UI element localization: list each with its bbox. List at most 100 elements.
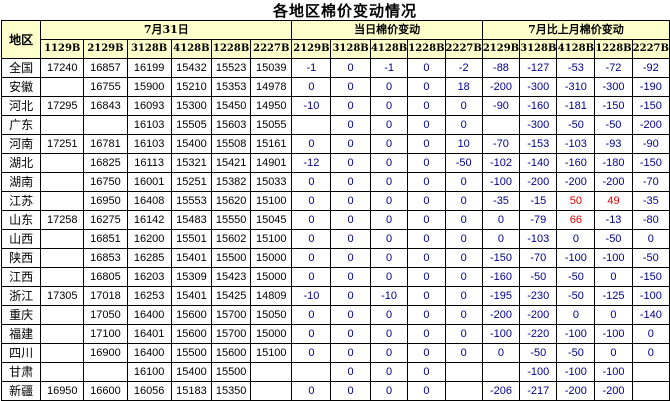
monthly-cell: -300 bbox=[594, 77, 633, 97]
daily-cell: 0 bbox=[330, 267, 371, 287]
daily-cell: 0 bbox=[444, 172, 483, 192]
price-cell: 15700 bbox=[211, 324, 252, 344]
monthly-cell: -50 bbox=[556, 115, 596, 135]
monthly-cell: -200 bbox=[519, 305, 558, 325]
price-cell: 16857 bbox=[83, 58, 128, 78]
daily-cell: 0 bbox=[291, 381, 332, 401]
price-cell: 15000 bbox=[250, 267, 293, 287]
daily-cell: 0 bbox=[444, 229, 483, 249]
daily-cell: 0 bbox=[444, 286, 483, 306]
price-cell bbox=[40, 362, 85, 382]
daily-cell: 0 bbox=[444, 191, 483, 211]
monthly-cell: -50 bbox=[556, 267, 596, 287]
region-cell: 全国 bbox=[0, 58, 42, 78]
monthly-col-header-2227B: 2227B bbox=[631, 39, 670, 59]
daily-cell: 0 bbox=[444, 324, 483, 344]
daily-cell: 0 bbox=[407, 381, 446, 401]
daily-cell: -1 bbox=[369, 58, 409, 78]
price-cell: 15432 bbox=[170, 58, 213, 78]
monthly-cell: 0 bbox=[481, 343, 521, 363]
monthly-cell: 0 bbox=[481, 229, 521, 249]
price-cell: 17018 bbox=[83, 286, 128, 306]
region-cell: 广东 bbox=[0, 115, 42, 135]
price-cell: 16093 bbox=[126, 96, 172, 116]
monthly-cell: 0 bbox=[594, 267, 633, 287]
price-group-header: 7月31日 bbox=[40, 20, 293, 40]
table-row: 福建 17100 16401 15600 15700 15000 0 0 0 0 0 -100 -220… bbox=[0, 324, 670, 344]
monthly-cell: -100 bbox=[631, 286, 670, 306]
price-cell: 15033 bbox=[250, 172, 293, 192]
monthly-cell: -90 bbox=[481, 96, 521, 116]
region-cell: 湖北 bbox=[0, 153, 42, 173]
price-cell: 16750 bbox=[83, 172, 128, 192]
monthly-cell: -160 bbox=[519, 96, 558, 116]
monthly-cell bbox=[631, 381, 670, 401]
price-cell: 15603 bbox=[211, 115, 252, 135]
price-cell: 16285 bbox=[126, 248, 172, 268]
price-cell bbox=[40, 153, 85, 173]
price-cell: 15900 bbox=[126, 77, 172, 97]
price-cell: 15600 bbox=[211, 343, 252, 363]
price-cell: 17100 bbox=[83, 324, 128, 344]
daily-cell: 0 bbox=[330, 134, 371, 154]
table-row: 山东 17258 16275 16142 15483 15550 15045 0 0 0 0 0 0 -7… bbox=[0, 210, 670, 230]
price-cell: 15100 bbox=[250, 229, 293, 249]
monthly-cell: -103 bbox=[556, 134, 596, 154]
monthly-cell: -35 bbox=[631, 191, 670, 211]
price-cell: 15553 bbox=[170, 191, 213, 211]
monthly-cell: -200 bbox=[594, 172, 633, 192]
price-cell bbox=[83, 115, 128, 135]
price-cell: 16056 bbox=[126, 381, 172, 401]
daily-cell: 0 bbox=[291, 210, 332, 230]
region-cell: 安徽 bbox=[0, 77, 42, 97]
monthly-cell: -100 bbox=[594, 324, 633, 344]
daily-cell: 0 bbox=[291, 134, 332, 154]
monthly-cell: -220 bbox=[519, 324, 558, 344]
daily-cell: 0 bbox=[407, 172, 446, 192]
daily-cell: -12 bbox=[291, 153, 332, 173]
region-cell: 甘肃 bbox=[0, 362, 42, 382]
daily-cell: 0 bbox=[444, 343, 483, 363]
price-cell: 15350 bbox=[211, 381, 252, 401]
table-row: 新疆 16950 16600 16056 15183 15350 0 0 0 0 -206 -217-… bbox=[0, 381, 670, 401]
monthly-cell: -92 bbox=[631, 58, 670, 78]
monthly-cell: -50 bbox=[556, 286, 596, 306]
daily-cell bbox=[444, 362, 483, 382]
daily-cell: 0 bbox=[330, 96, 371, 116]
daily-cell: 0 bbox=[369, 381, 409, 401]
daily-cell: 0 bbox=[407, 77, 446, 97]
table-row: 全国 17240 16857 16199 15432 15523 15039 -1 0 -1 0 -2… bbox=[0, 58, 670, 78]
price-cell: 15300 bbox=[170, 96, 213, 116]
daily-cell: 0 bbox=[407, 153, 446, 173]
header-group-row: 地区 7月31日 当日棉价变动 7月比上月棉价变动 bbox=[0, 20, 670, 59]
daily-cell: 0 bbox=[444, 115, 483, 135]
table-row: 山西 16851 16200 15501 15602 15100 0 0 0 0 0 0 -103 0 -5… bbox=[0, 229, 670, 249]
monthly-change-group-header: 7月比上月棉价变动 bbox=[481, 20, 670, 40]
price-cell: 14901 bbox=[250, 153, 293, 173]
daily-cell: 0 bbox=[330, 286, 371, 306]
daily-cell: 18 bbox=[444, 77, 483, 97]
monthly-cell: 0 bbox=[631, 324, 670, 344]
price-cell: 16100 bbox=[126, 362, 172, 382]
monthly-cell: -80 bbox=[631, 210, 670, 230]
monthly-cell: -181 bbox=[556, 96, 596, 116]
daily-cell: 0 bbox=[330, 77, 371, 97]
price-cell: 16199 bbox=[126, 58, 172, 78]
daily-cell: 0 bbox=[369, 115, 409, 135]
price-cell: 16103 bbox=[126, 115, 172, 135]
monthly-cell: -300 bbox=[519, 115, 558, 135]
price-cell bbox=[40, 343, 85, 363]
price-cell bbox=[40, 229, 85, 249]
daily-cell: -10 bbox=[291, 96, 332, 116]
price-cell: 15210 bbox=[170, 77, 213, 97]
table-row: 江西 16805 16203 15309 15423 15000 0 0 0 0 0 -160 -50-… bbox=[0, 267, 670, 287]
price-cell: 15161 bbox=[250, 134, 293, 154]
price-cell: 17258 bbox=[40, 210, 85, 230]
price-col-header-3128B: 3128B bbox=[126, 39, 172, 59]
monthly-cell: 0 bbox=[556, 229, 596, 249]
price-cell: 15508 bbox=[211, 134, 252, 154]
daily-cell: 0 bbox=[369, 305, 409, 325]
monthly-cell: -70 bbox=[631, 172, 670, 192]
monthly-cell bbox=[631, 362, 670, 382]
price-cell: 16275 bbox=[83, 210, 128, 230]
